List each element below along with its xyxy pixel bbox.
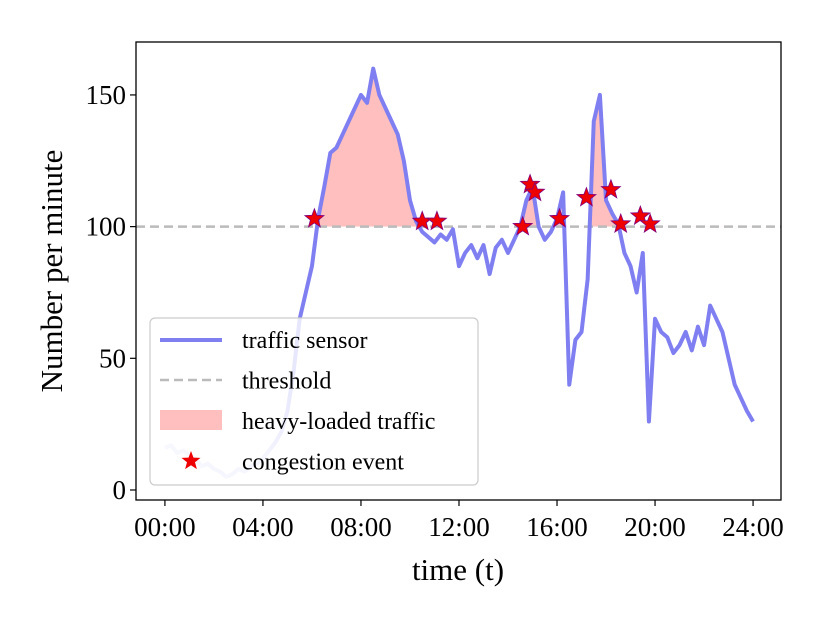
- congestion-star: [426, 210, 448, 231]
- congestion-star: [575, 186, 598, 207]
- congestion-star: [303, 207, 325, 228]
- x-tick-label: 00:00: [134, 512, 196, 542]
- congestion-star: [512, 215, 534, 236]
- legend-label: heavy-loaded traffic: [242, 409, 435, 435]
- x-tick-label: 04:00: [232, 512, 294, 542]
- legend-label: congestion event: [242, 450, 404, 476]
- congestion-star: [629, 204, 651, 226]
- x-tick-label: 12:00: [428, 512, 490, 542]
- legend-label: threshold: [242, 369, 331, 395]
- congestion-star: [524, 181, 546, 202]
- y-tick-label: 50: [99, 343, 126, 373]
- legend-label: traffic sensor: [242, 328, 368, 354]
- legend-frame: [149, 317, 479, 486]
- x-tick-label: 20:00: [624, 512, 686, 542]
- x-tick-label: 16:00: [526, 512, 588, 542]
- x-axis-label: time (t): [412, 552, 504, 587]
- x-tick-label: 24:00: [722, 512, 784, 542]
- y-tick-label: 0: [113, 475, 127, 505]
- y-axis-label: Number per minute: [34, 150, 69, 393]
- legend: traffic sensor threshold heavy-loaded traf…: [149, 317, 479, 486]
- y-tick-label: 100: [86, 212, 127, 242]
- y-tick-label: 150: [86, 80, 127, 110]
- x-tick-label: 08:00: [330, 512, 392, 542]
- congestion-star: [548, 207, 571, 228]
- congestion-star: [600, 178, 622, 199]
- legend-star: [181, 451, 201, 470]
- congestion-star: [519, 173, 541, 194]
- congestion-star: [639, 212, 661, 234]
- legend-swatch: [160, 410, 222, 430]
- congestion-star: [610, 212, 632, 234]
